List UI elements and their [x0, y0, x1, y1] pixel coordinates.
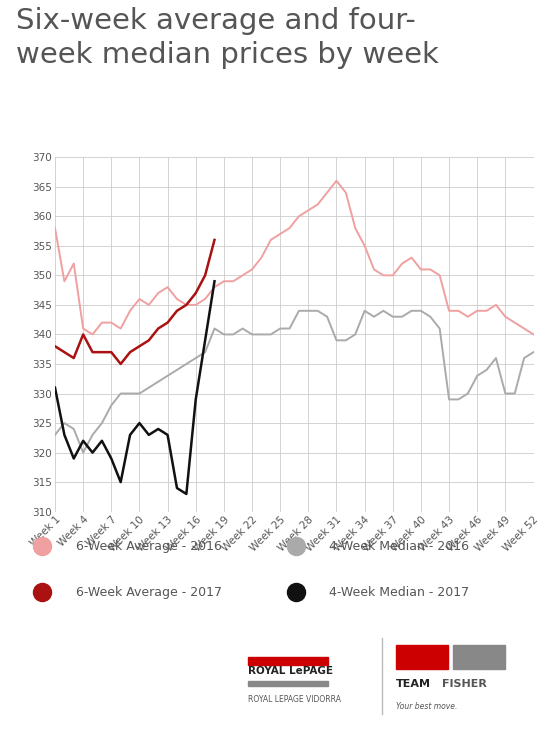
Text: Six-week average and four-
week median prices by week: Six-week average and four- week median p…: [16, 7, 439, 69]
Text: FISHER: FISHER: [442, 679, 487, 689]
Text: ROYAL LEPAGE VIDORRA: ROYAL LEPAGE VIDORRA: [248, 695, 340, 705]
Text: 6-Week Average - 2017: 6-Week Average - 2017: [76, 586, 222, 599]
Text: 4-Week Median - 2016: 4-Week Median - 2016: [329, 540, 469, 553]
Text: Your best move.: Your best move.: [396, 702, 458, 711]
Text: 6-Week Average - 2016: 6-Week Average - 2016: [76, 540, 222, 553]
Text: 4-Week Median - 2017: 4-Week Median - 2017: [329, 586, 469, 599]
Bar: [248, 657, 328, 664]
Bar: [248, 681, 328, 686]
Text: TEAM: TEAM: [396, 679, 431, 689]
Text: ROYAL LePAGE: ROYAL LePAGE: [248, 667, 333, 676]
